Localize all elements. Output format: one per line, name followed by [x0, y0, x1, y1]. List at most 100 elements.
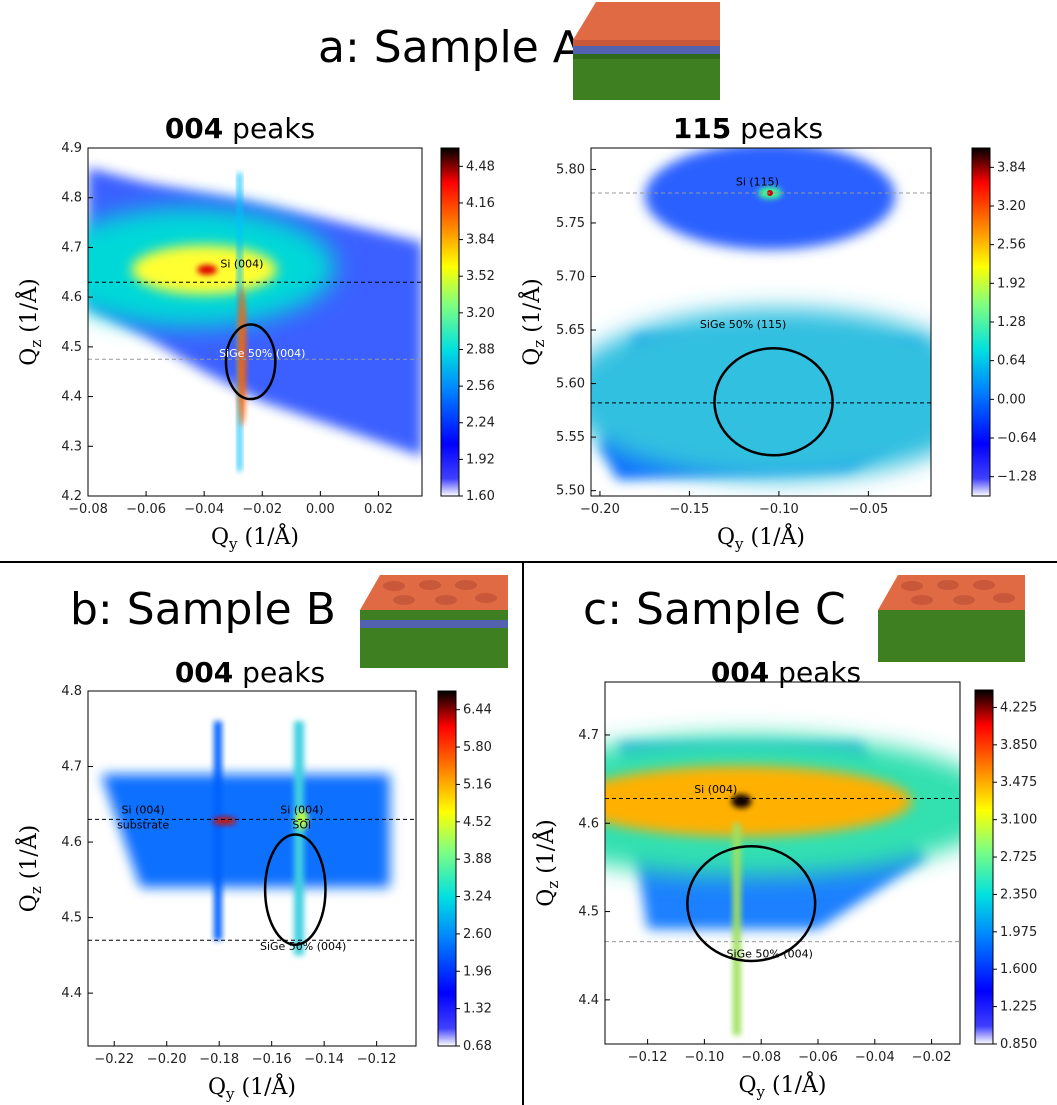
- x-tick-label: −0.04: [855, 1050, 895, 1065]
- colorbar-tick-label: 6.44: [463, 703, 492, 718]
- colorbar: −1.28 −0.64 0.00 0.64 1.28 1.92 2.56 3.20 3.84: [971, 147, 1037, 497]
- heatmap-C004: [605, 734, 960, 1036]
- colorbar-tick-label: 2.56: [466, 379, 495, 394]
- y-tick-label: 4.6: [578, 816, 599, 831]
- plot-frame: [590, 147, 932, 497]
- section-b-title: b: Sample B: [70, 584, 336, 635]
- highlight-ellipse: [713, 346, 834, 457]
- y-tick-label: 4.5: [61, 911, 82, 926]
- y-tick-label: 4.5: [578, 905, 599, 920]
- colorbar-tick-label: 1.92: [997, 276, 1026, 291]
- y-tick-label: 4.3: [61, 439, 82, 454]
- colorbar-tick-label: 1.225: [1000, 1000, 1037, 1015]
- colorbar-tick-label: 3.84: [997, 160, 1026, 175]
- colorbar-tick-label: 0.68: [463, 1039, 492, 1054]
- x-tick-label: −0.02: [912, 1050, 952, 1065]
- colorbar-tick-label: 4.52: [463, 815, 492, 830]
- heatmap-A004: [88, 167, 422, 472]
- heatmap-B004: [101, 721, 390, 956]
- y-axis-label: Qz (1/Å): [517, 278, 548, 365]
- colorbar-tick-label: 2.350: [1000, 887, 1037, 902]
- y-tick-label: 5.55: [556, 430, 585, 445]
- colorbar: 0.68 1.32 1.96 2.60 3.24 3.88 4.52 5.16 5.80 6.44: [437, 690, 492, 1054]
- x-tick-label: −0.12: [628, 1050, 668, 1065]
- colorbar-tick-label: 0.00: [997, 392, 1026, 407]
- highlight-ellipse: [686, 844, 817, 963]
- colorbar-tick-label: 3.88: [463, 852, 492, 867]
- annotation-label: SiGe 50% (004): [727, 947, 813, 960]
- y-tick-label: 5.75: [556, 216, 585, 231]
- section-a-title: a: Sample A: [318, 22, 583, 73]
- colorbar-gradient: [974, 689, 994, 1045]
- x-tick-label: −0.08: [68, 502, 108, 517]
- colorbar-tick-label: 1.92: [466, 452, 495, 467]
- colorbar-tick-label: 2.88: [466, 342, 495, 357]
- colorbar-tick-label: 5.80: [463, 740, 492, 755]
- colorbar-tick-label: 3.24: [463, 890, 492, 905]
- y-tick-label: 5.65: [556, 323, 585, 338]
- plot-frame: [87, 690, 417, 1047]
- y-tick-label: 4.8: [61, 191, 82, 206]
- x-axis-label: Qy (1/Å): [739, 1070, 827, 1101]
- x-tick-label: −0.20: [147, 1052, 187, 1067]
- colorbar-tick-label: 3.84: [466, 233, 495, 248]
- y-tick-label: 4.8: [61, 684, 82, 699]
- colorbar-tick-label: 4.225: [1000, 700, 1037, 715]
- y-axis-label: Qz (1/Å): [14, 278, 45, 365]
- y-axis-label: Qz (1/Å): [531, 819, 562, 906]
- x-tick-label: −0.02: [242, 502, 282, 517]
- highlight-ellipse: [224, 323, 277, 401]
- colorbar-tick-label: 4.16: [466, 196, 495, 211]
- y-tick-label: 5.60: [556, 377, 585, 392]
- colorbar-tick-label: 3.52: [466, 269, 495, 284]
- sample-a-sketch: [573, 2, 720, 100]
- annotation-label: SiGe 50% (115): [700, 318, 786, 331]
- y-tick-label: 4.6: [61, 290, 82, 305]
- x-tick-label: −0.04: [184, 502, 224, 517]
- colorbar-tick-label: 1.96: [463, 964, 492, 979]
- colorbar-tick-label: 2.24: [466, 416, 495, 431]
- x-tick-label: −0.18: [199, 1052, 239, 1067]
- colorbar-tick-label: 5.16: [463, 777, 492, 792]
- colorbar-tick-label: 1.975: [1000, 925, 1037, 940]
- x-axis-label: Qy (1/Å): [211, 522, 299, 553]
- annotation-label: substrate: [117, 818, 169, 831]
- annotation-label: SiGe 50% (004): [219, 347, 305, 360]
- x-tick-label: 0.00: [306, 502, 335, 517]
- chart-title: 004 peaks: [175, 656, 325, 689]
- chart-A004: Si (004) SiGe 50% (004) −0.08 −0.06 −0.04 −0.…: [14, 112, 495, 553]
- chart-C004: Si (004) SiGe 50% (004) −0.12 −0.10 −0.08 −0.…: [531, 656, 1037, 1101]
- x-tick-label: −0.08: [741, 1050, 781, 1065]
- y-tick-label: 4.2: [61, 489, 82, 504]
- colorbar-tick-label: 4.48: [466, 159, 495, 174]
- colorbar-gradient: [440, 147, 460, 497]
- colorbar: 0.850 1.225 1.600 1.975 2.350 2.725 3.100 3.475…: [974, 689, 1037, 1052]
- y-tick-label: 4.5: [61, 340, 82, 355]
- highlight-ellipse: [263, 833, 327, 947]
- x-tick-label: 0.02: [364, 502, 393, 517]
- y-tick-label: 5.50: [556, 484, 585, 499]
- colorbar-tick-label: 2.56: [997, 238, 1026, 253]
- annotation-label: Si (004): [220, 257, 263, 270]
- sample-c-sketch: [878, 575, 1025, 662]
- x-tick-label: −0.06: [126, 502, 166, 517]
- colorbar-tick-label: 2.60: [463, 927, 492, 942]
- colorbar-tick-label: 1.600: [1000, 962, 1037, 977]
- x-tick-label: −0.10: [759, 502, 799, 517]
- x-tick-label: −0.14: [304, 1052, 344, 1067]
- y-tick-label: 4.9: [61, 141, 82, 156]
- y-tick-label: 4.6: [61, 835, 82, 850]
- heatmap-A115: [591, 148, 931, 480]
- annotation-label: Si (115): [736, 175, 779, 188]
- x-tick-label: −0.22: [94, 1052, 134, 1067]
- x-tick-label: −0.10: [684, 1050, 724, 1065]
- chart-title: 115 peaks: [673, 112, 823, 145]
- colorbar-tick-label: 0.850: [1000, 1037, 1037, 1052]
- annotation-label: SOI: [292, 818, 311, 831]
- chart-title: 004 peaks: [711, 656, 861, 689]
- x-tick-label: −0.12: [357, 1052, 397, 1067]
- plot-frame: [87, 147, 423, 497]
- y-tick-label: 4.7: [61, 240, 82, 255]
- colorbar-tick-label: 3.475: [1000, 775, 1037, 790]
- x-tick-label: −0.15: [669, 502, 709, 517]
